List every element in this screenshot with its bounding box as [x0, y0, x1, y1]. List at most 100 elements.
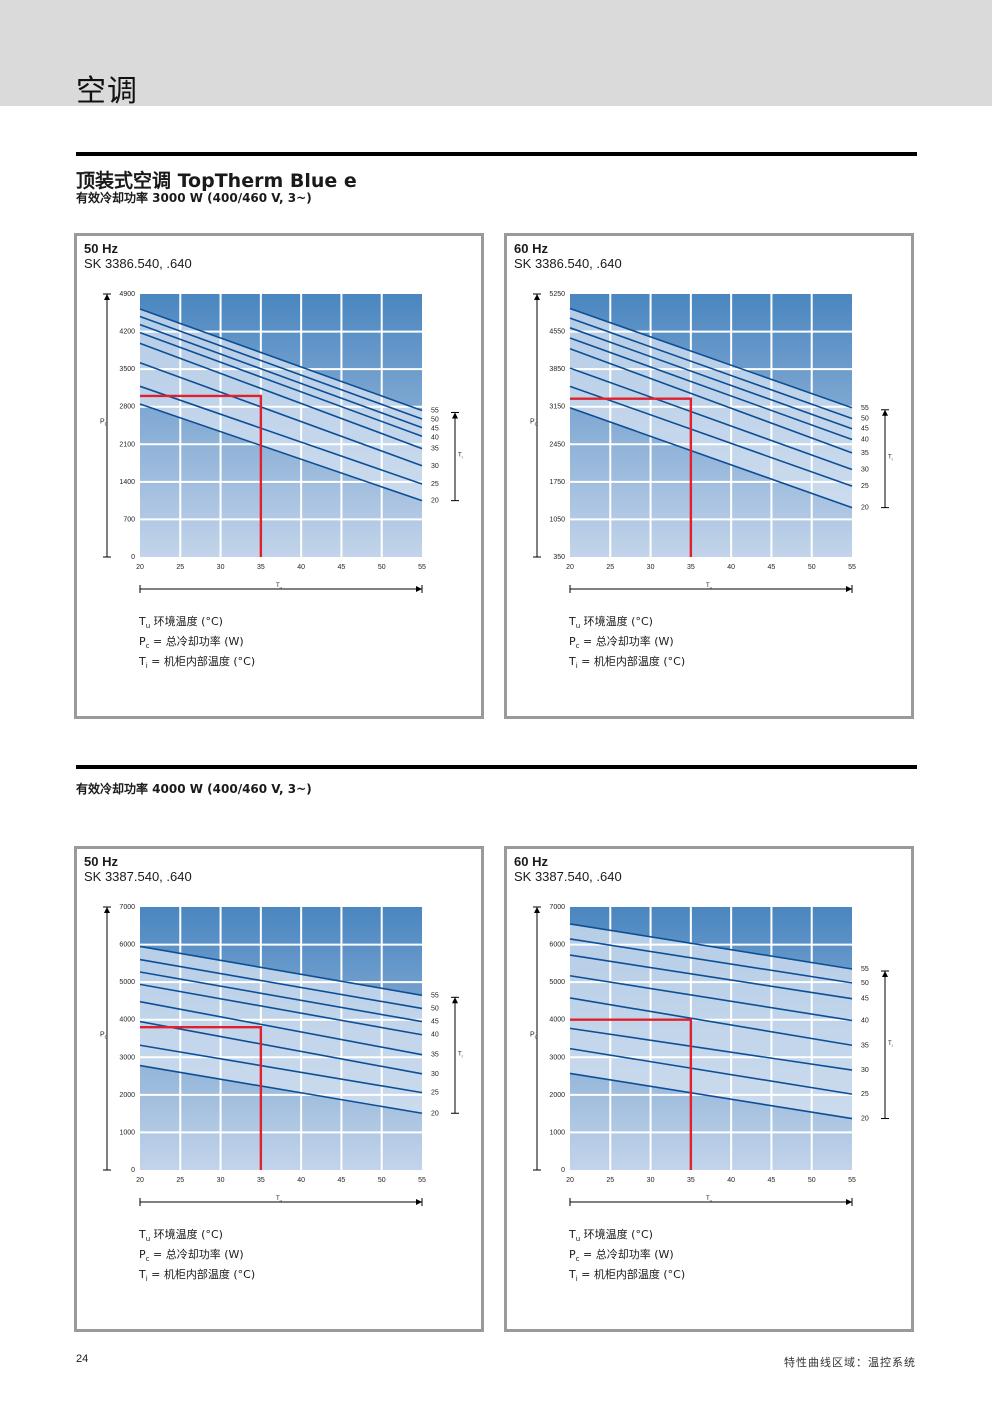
y-tick-label: 1050 [549, 516, 565, 523]
curve-ti-35 [569, 997, 853, 1047]
ti-axis-label-sub: i [462, 455, 463, 460]
x-tick-label: 45 [768, 1177, 776, 1184]
x-tick-label: 25 [176, 564, 184, 571]
y-axis-label-sub: c [105, 422, 108, 428]
x-tick-label: 30 [647, 564, 655, 571]
curve-ti-30 [569, 367, 853, 471]
y-tick-label: 1400 [119, 479, 135, 486]
ti-axis-label-sub: i [892, 1043, 893, 1048]
y-axis-arrow [534, 294, 540, 300]
x-tick-label: 35 [257, 1177, 265, 1184]
curve-ti-20 [139, 403, 423, 502]
x-axis-label: Tu [276, 1196, 282, 1203]
ti-axis-arrow [882, 970, 888, 977]
x-axis-label: Tu [706, 1196, 712, 1203]
y-tick-label: 3850 [549, 366, 565, 373]
ti-axis-label: Ti [458, 1051, 463, 1058]
x-axis-label-sub: u [280, 1198, 282, 1203]
x-tick-label: 55 [848, 1177, 856, 1184]
legend-ti: Ti = 机柜内部温度 (°C) [569, 654, 685, 674]
x-axis-arrow [416, 586, 422, 592]
ti-curve-label: 35 [431, 446, 439, 453]
curve-band [140, 309, 422, 501]
ti-curve-label: 25 [431, 481, 439, 488]
ti-axis-label: Ti [458, 453, 463, 460]
x-tick-label: 45 [338, 564, 346, 571]
model-label: SK 3387.540, .640 [514, 869, 622, 884]
x-tick-label: 45 [768, 564, 776, 571]
footer-section-text: 特性曲线区域：温控系统 [784, 1356, 916, 1369]
ti-curve-label: 20 [431, 1110, 439, 1117]
x-tick-label: 40 [727, 1177, 735, 1184]
curve-ti-45 [139, 971, 423, 1023]
curve-ti-40 [569, 974, 853, 1022]
y-tick-label: 6000 [119, 942, 135, 949]
x-axis-arrow [846, 586, 852, 592]
x-tick-label: 25 [606, 1177, 614, 1184]
x-axis-arrow [846, 1199, 852, 1205]
x-tick-label: 45 [338, 1177, 346, 1184]
legend-tu: Tu 环境温度 (°C) [569, 614, 685, 634]
operating-point-marker [140, 1026, 263, 1170]
legend-ti-text: = 机柜内部温度 (°C) [577, 655, 686, 669]
y-tick-label: 1000 [549, 1129, 565, 1136]
y-axis-label: Pc [530, 1032, 538, 1041]
curve-ti-30 [139, 361, 423, 467]
legend-pc-sub: c [145, 642, 150, 651]
x-tick-label: 20 [566, 564, 574, 571]
operating-point-marker [570, 397, 693, 557]
x-tick-label: 25 [606, 564, 614, 571]
x-tick-label: 50 [378, 1177, 386, 1184]
legend-ti: Ti = 机柜内部温度 (°C) [569, 1267, 685, 1287]
legend-pc: Pc = 总冷却功率 (W) [569, 634, 685, 654]
legend-ti-sub: i [575, 1275, 578, 1284]
ti-curve-label: 35 [861, 450, 869, 457]
legend-tu-text: 环境温度 (°C) [580, 615, 653, 628]
curve-ti-35 [569, 347, 853, 454]
y-tick-label: 3150 [549, 404, 565, 411]
curve-band [140, 946, 422, 1114]
x-tick-label: 20 [136, 1177, 144, 1184]
curve-ti-50 [569, 938, 853, 984]
x-tick-label: 50 [378, 564, 386, 571]
frequency-label: 60 Hz [514, 241, 548, 256]
curve-ti-20 [569, 407, 853, 509]
legend-pc-sub: c [575, 1255, 580, 1264]
ti-curve-label: 50 [861, 980, 869, 987]
legend: Tu 环境温度 (°C) Pc = 总冷却功率 (W) Ti = 机柜内部温度 … [139, 1227, 255, 1288]
chart-svg: Pc 0 700 1400 2100 2800 3500 4200 4900 20 25 30 35 40… [100, 291, 463, 593]
curve-ti-50 [139, 315, 423, 420]
legend-ti: Ti = 机柜内部温度 (°C) [139, 654, 255, 674]
y-tick-label: 5000 [119, 979, 135, 986]
y-tick-label: 1000 [119, 1129, 135, 1136]
y-axis-arrow [104, 907, 110, 913]
y-axis-label: Pc [100, 419, 108, 428]
legend-ti-text: = 机柜内部温度 (°C) [147, 1268, 256, 1282]
curve-ti-25 [139, 1044, 423, 1094]
x-tick-label: 55 [418, 564, 426, 571]
y-tick-label: 2800 [119, 404, 135, 411]
y-axis-label-sub: c [535, 1035, 538, 1041]
section-title: 空调 [76, 74, 138, 109]
legend-tu: Tu 环境温度 (°C) [139, 1227, 255, 1247]
y-tick-label: 6000 [549, 942, 565, 949]
x-tick-label: 25 [176, 1177, 184, 1184]
legend-tu: Tu 环境温度 (°C) [139, 614, 255, 634]
y-tick-label: 5000 [549, 979, 565, 986]
y-tick-label: 4550 [549, 329, 565, 336]
legend-tu-text: 环境温度 (°C) [150, 615, 223, 628]
y-tick-label: 0 [131, 554, 135, 561]
y-tick-label: 5250 [549, 291, 565, 298]
x-axis-label: Tu [706, 583, 712, 590]
chart-panel-3000w-60hz: 60 Hz SK 3386.540, .640 Pc 350 1050 1750 245… [504, 233, 914, 719]
curve-ti-30 [139, 1020, 423, 1075]
operating-point-marker [140, 394, 263, 557]
ti-axis-label-sub: i [892, 457, 893, 462]
y-tick-label: 0 [561, 1167, 565, 1174]
y-tick-label: 3500 [119, 366, 135, 373]
x-tick-label: 30 [217, 1177, 225, 1184]
legend-tu-text: 环境温度 (°C) [580, 1228, 653, 1241]
curve-ti-50 [139, 958, 423, 1010]
legend-pc: Pc = 总冷却功率 (W) [139, 634, 255, 654]
